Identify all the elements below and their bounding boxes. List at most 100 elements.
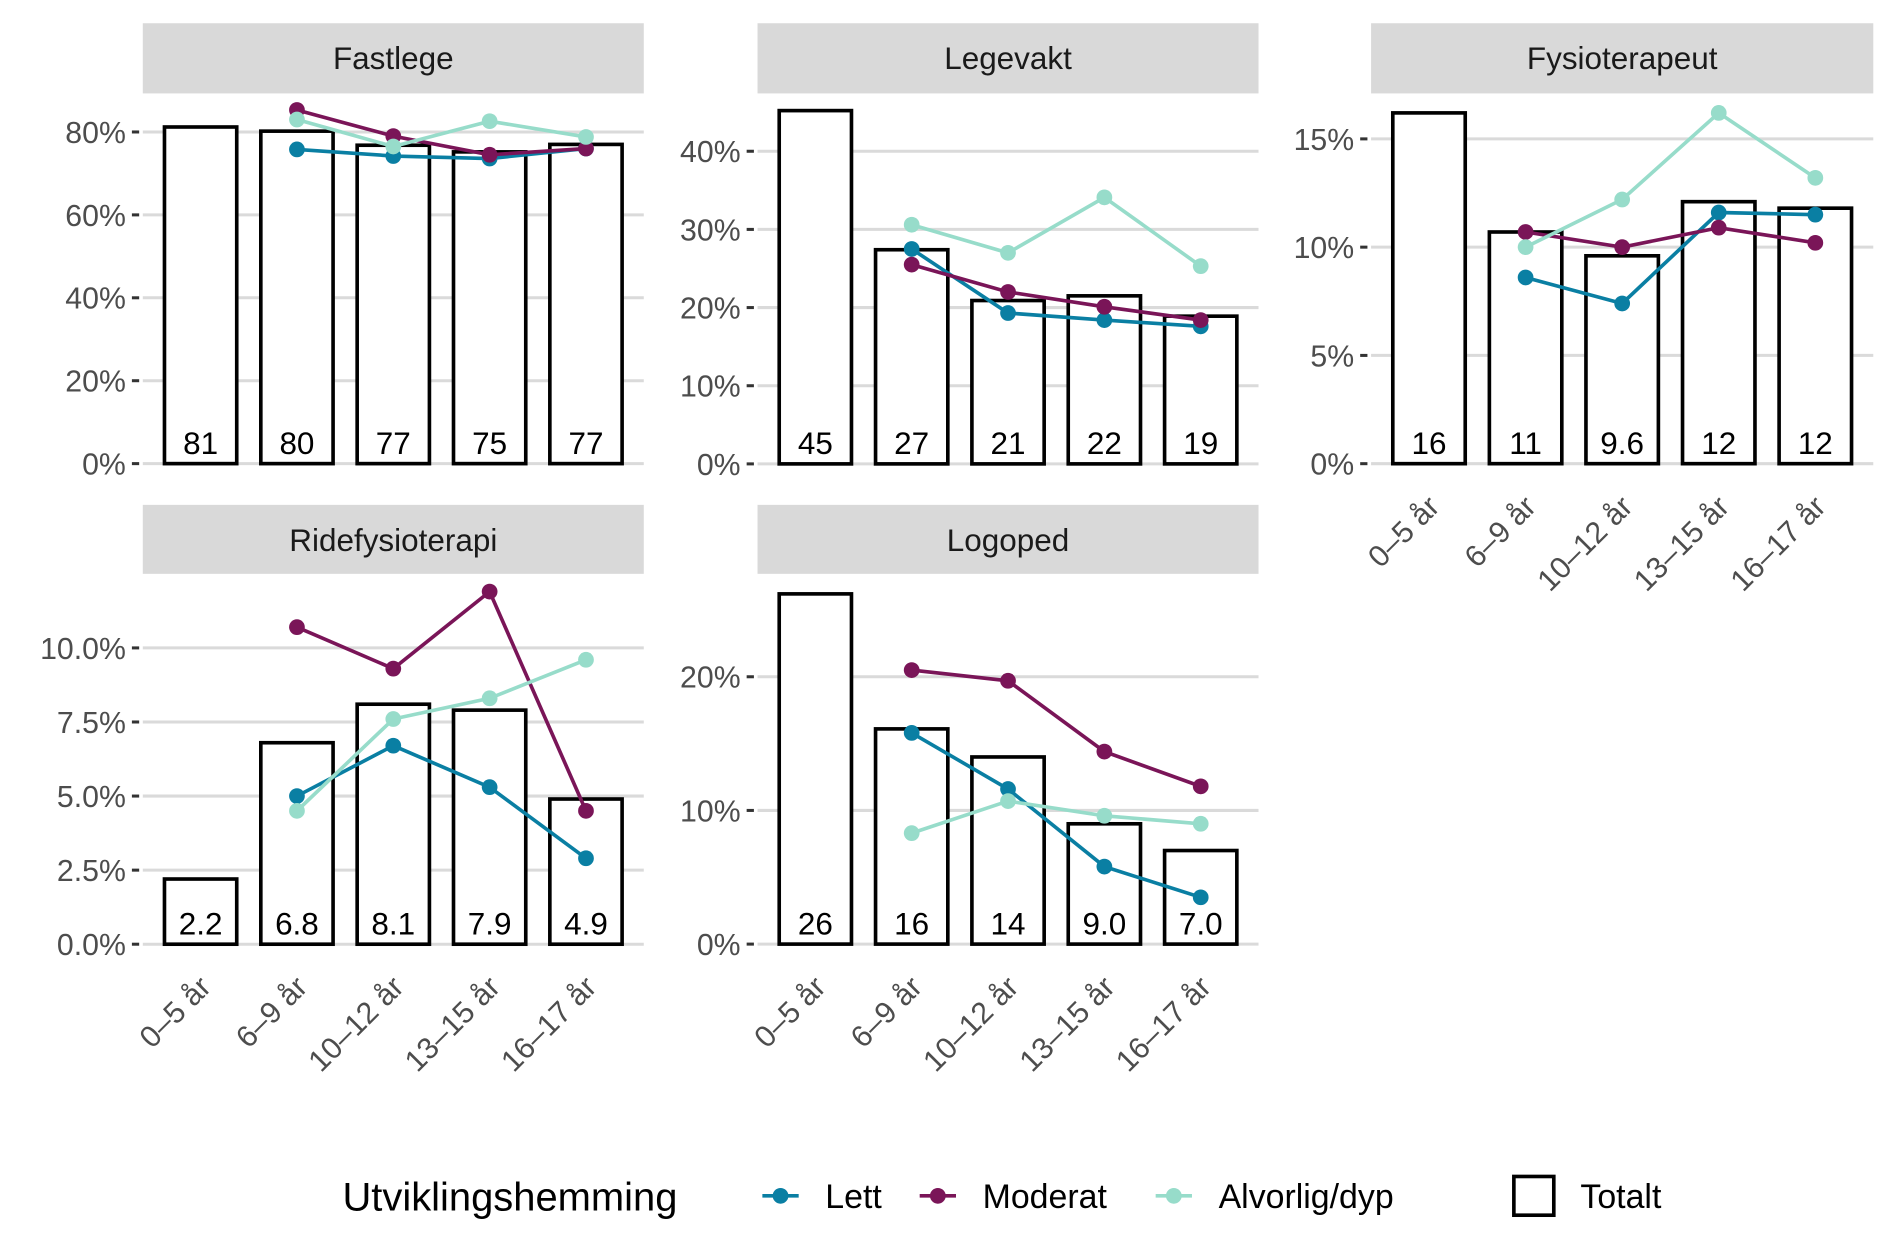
- series-point: [578, 803, 594, 819]
- series-line-moderat: [296, 588, 588, 812]
- series-point: [1192, 815, 1209, 832]
- bar-totalt: [451, 708, 528, 947]
- bar-label: 7.0: [1179, 906, 1223, 941]
- series-point: [1096, 807, 1113, 824]
- legend-title: Utviklingshemming: [342, 1175, 677, 1219]
- bar-label: 9.0: [1083, 906, 1127, 941]
- series-point: [1517, 269, 1534, 286]
- series-line-lett: [910, 731, 1202, 900]
- y-tick-label: 60%: [65, 200, 126, 233]
- series-point: [1517, 224, 1534, 240]
- x-tick-label: 6–9 år: [845, 971, 929, 1055]
- series-point: [1000, 305, 1016, 321]
- x-tick-label: 10–12 år: [303, 971, 411, 1079]
- y-tick-label: 7.5%: [57, 707, 126, 740]
- series-point: [1096, 858, 1113, 875]
- x-tick-label: 13–15 år: [1014, 971, 1122, 1079]
- y-tick-label: 0%: [1310, 449, 1354, 482]
- facet-title: Ridefysioterapi: [289, 523, 497, 558]
- bar-totalt: [162, 877, 239, 947]
- y-tick-label: 0.0%: [57, 929, 126, 962]
- x-tick-label: 16–17 år: [1110, 971, 1218, 1079]
- bar-totalt: [970, 298, 1046, 466]
- bar-totalt: [1584, 253, 1661, 466]
- series-line-alvorlig-dyp: [911, 799, 1201, 835]
- bar-label: 4.9: [564, 907, 608, 942]
- x-tick-label: 0–5 år: [134, 971, 218, 1055]
- bar-totalt: [259, 740, 335, 947]
- series-point: [1000, 284, 1016, 300]
- facet-strip: [142, 504, 644, 574]
- bar-totalt: [451, 150, 528, 466]
- x-tick-label: 6–9 år: [1459, 490, 1543, 574]
- bar-label: 80: [279, 426, 314, 461]
- legend-label: Lett: [825, 1178, 882, 1216]
- x-tick-label: 13–15 år: [1628, 490, 1736, 598]
- y-tick-label: 30%: [680, 214, 741, 247]
- series-point: [1000, 793, 1016, 809]
- legend-key-point: [772, 1187, 789, 1204]
- bar-label: 77: [376, 426, 411, 461]
- series-point: [385, 711, 402, 727]
- series-point: [903, 241, 920, 257]
- y-tick-label: 0%: [697, 449, 741, 482]
- series-point: [903, 216, 920, 233]
- facet-strip: [757, 23, 1259, 94]
- series-point: [1710, 219, 1727, 236]
- y-tick-label: 5.0%: [57, 781, 126, 814]
- panel-fysioterapeut: Fysioterapeut 0% 5% 10% 15% 16 11 9.6 12 12 0–5 år…: [1294, 23, 1874, 598]
- bar-label: 21: [991, 426, 1026, 461]
- y-tick-label: 20%: [680, 662, 741, 695]
- series-point: [481, 779, 498, 796]
- series-point: [578, 850, 594, 867]
- panels: Fastlege 0% 20% 40% 60% 80% 81 80 77 75 77 Legevakt…: [40, 23, 1874, 1079]
- facet-title: Fastlege: [333, 41, 454, 76]
- y-tick-label: 10.0%: [40, 633, 126, 666]
- series-line-lett: [1525, 210, 1816, 306]
- series-line-lett: [296, 146, 587, 161]
- series-point: [289, 803, 305, 819]
- legend-key-point: [1165, 1187, 1182, 1204]
- bar-totalt: [1162, 314, 1239, 466]
- series-point: [1096, 189, 1113, 206]
- series-point: [578, 129, 594, 145]
- series-point: [1807, 206, 1824, 223]
- y-tick-label: 2.5%: [57, 855, 126, 888]
- series-point: [1807, 169, 1824, 186]
- bar-label: 16: [1412, 426, 1447, 461]
- series-line-moderat: [911, 668, 1202, 789]
- x-tick-label: 10–12 år: [917, 971, 1025, 1079]
- bar-totalt: [162, 125, 239, 466]
- series-line-lett: [910, 247, 1201, 329]
- series-point: [903, 662, 920, 678]
- series-point: [1807, 234, 1824, 251]
- y-tick-label: 40%: [680, 136, 741, 169]
- series-point: [903, 725, 920, 741]
- bar-label: 6.8: [275, 907, 319, 942]
- bar-totalt: [548, 142, 624, 466]
- y-tick-label: 80%: [65, 117, 126, 150]
- series-line-alvorlig-dyp: [911, 195, 1202, 268]
- series-point: [1000, 672, 1016, 689]
- series-point: [481, 690, 498, 707]
- legend-item-moderat: Moderat: [919, 1178, 1107, 1216]
- x-tick-label: 0–5 år: [748, 971, 832, 1055]
- bar-label: 14: [991, 906, 1026, 941]
- bar-label: 19: [1183, 426, 1218, 461]
- series-point: [385, 737, 402, 754]
- bar-label: 8.1: [371, 907, 415, 942]
- y-tick-label: 20%: [680, 292, 741, 325]
- series-point: [1517, 239, 1534, 256]
- panel-legevakt: Legevakt 0% 10% 20% 30% 40% 45 27 21 22 19: [680, 23, 1259, 482]
- series-point: [1710, 204, 1727, 221]
- series-point: [289, 788, 305, 804]
- series-point: [1192, 312, 1209, 328]
- x-tick-label: 6–9 år: [230, 971, 314, 1055]
- facet-title: Legevakt: [944, 41, 1072, 76]
- y-tick-label: 40%: [65, 283, 126, 316]
- legend-item-alvorlig: Alvorlig/dyp: [1155, 1178, 1394, 1216]
- x-tick-label: 16–17 år: [495, 971, 603, 1079]
- bar-label: 16: [894, 906, 929, 941]
